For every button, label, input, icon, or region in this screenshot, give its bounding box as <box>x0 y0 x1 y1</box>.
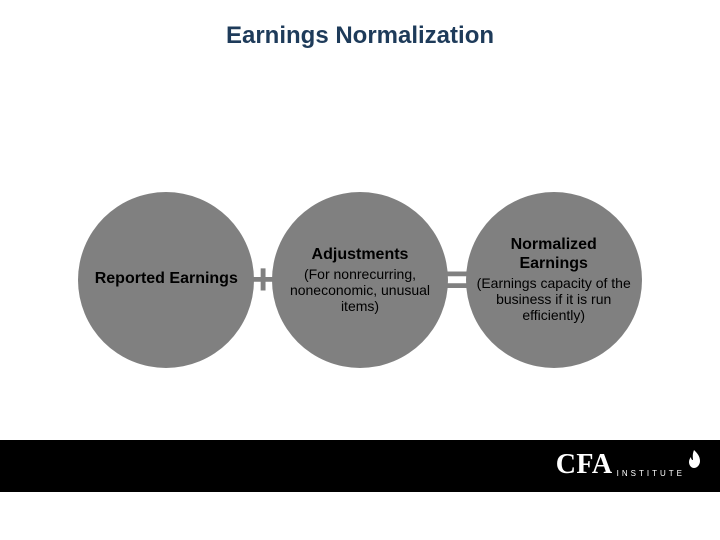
cfa-logo: CFA INSTITUTE <box>556 449 702 481</box>
equals-operator: = <box>444 258 470 302</box>
circle-adjustments-sub: (For nonrecurring, noneconomic, unusual … <box>282 266 438 314</box>
circle-adjustments-title: Adjustments <box>312 246 409 264</box>
plus-operator: + <box>250 258 276 302</box>
footer-bar: CFA INSTITUTE <box>0 440 720 492</box>
slide-title: Earnings Normalization <box>0 22 720 50</box>
circle-reported-title: Reported Earnings <box>95 270 238 288</box>
diagram-row: Reported Earnings + Adjustments (For non… <box>0 180 720 380</box>
cfa-logo-cfa: CFA <box>556 449 613 481</box>
circle-adjustments: Adjustments (For nonrecurring, noneconom… <box>272 192 448 368</box>
circle-normalized-sub: (Earnings capacity of the business if it… <box>476 275 632 323</box>
cfa-logo-text: CFA INSTITUTE <box>556 449 685 481</box>
circle-reported: Reported Earnings <box>78 192 254 368</box>
circle-normalized-title: Normalized Earnings <box>476 236 632 273</box>
flame-icon <box>688 449 702 469</box>
circle-normalized: Normalized Earnings (Earnings capacity o… <box>466 192 642 368</box>
slide: Earnings Normalization Reported Earnings… <box>0 0 720 540</box>
cfa-logo-institute: INSTITUTE <box>617 469 685 478</box>
